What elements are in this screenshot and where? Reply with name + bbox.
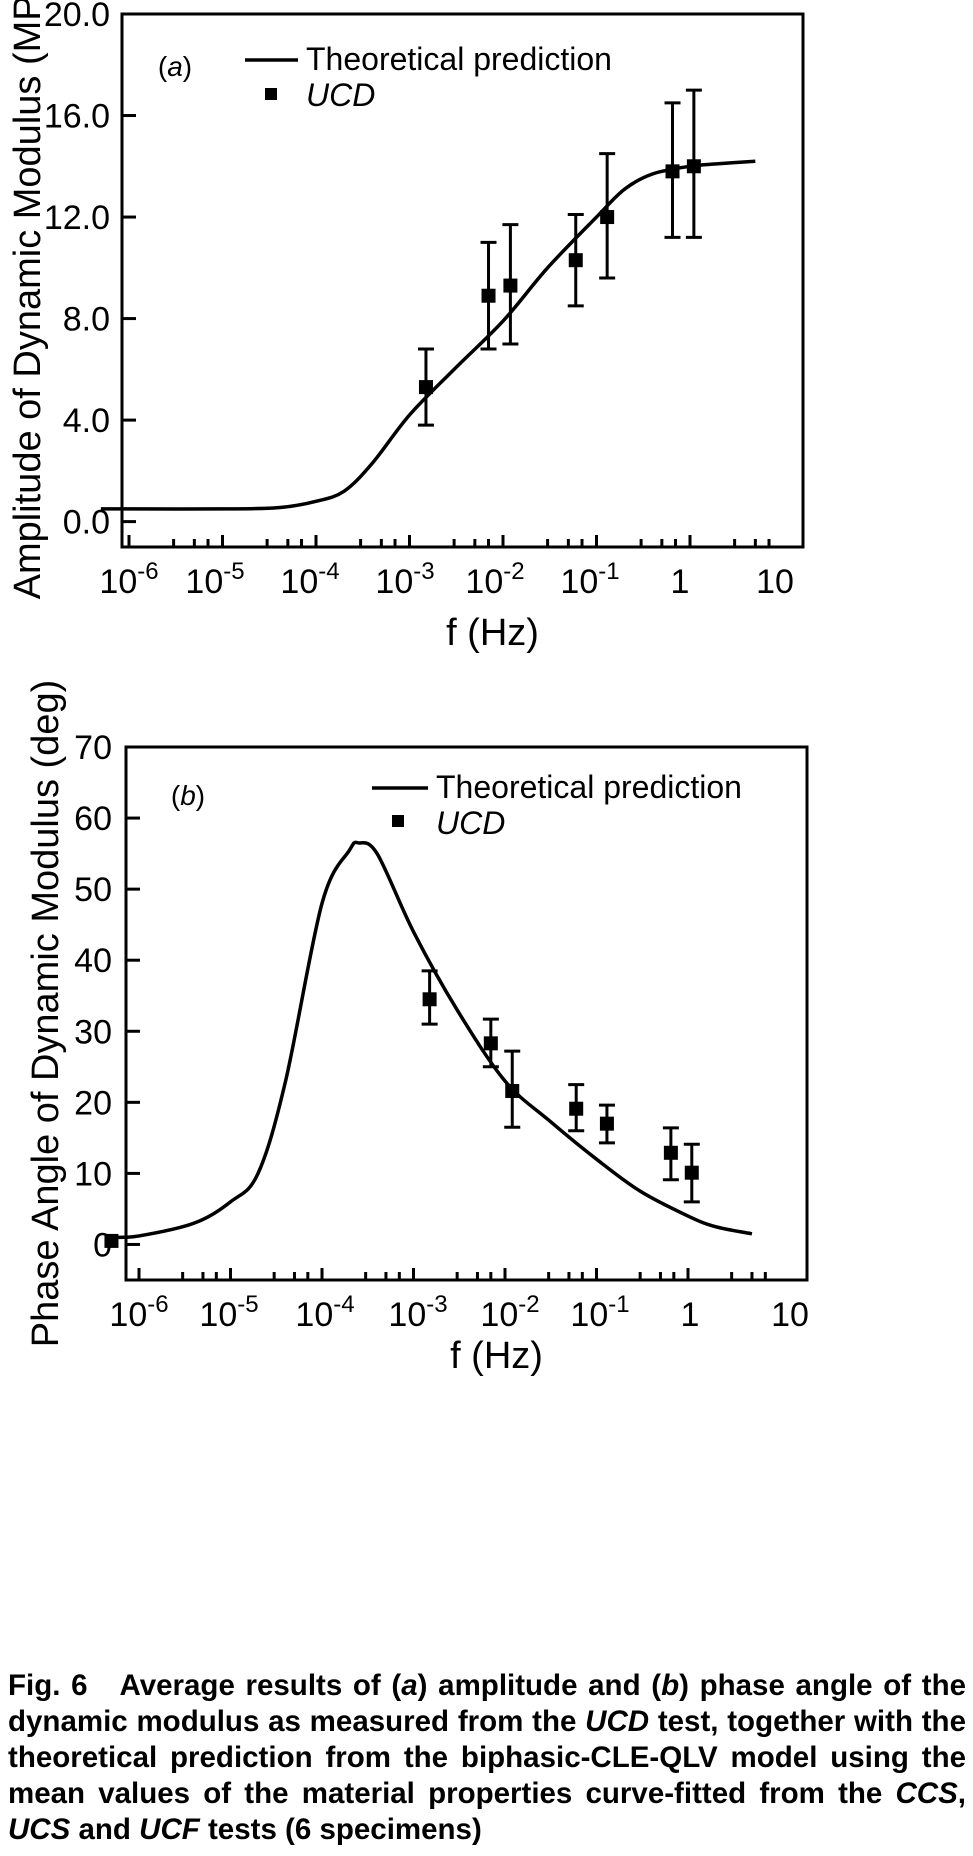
y-tick-label: 8.0 [63, 301, 110, 339]
legend-marker-swatch [392, 815, 404, 827]
y-tick-label: 20 [74, 1084, 112, 1122]
caption-a: a [401, 1669, 418, 1702]
x-tick-label: 10-4 [295, 1291, 354, 1334]
ucd-data-point [104, 1233, 119, 1248]
theory-line [111, 840, 753, 1240]
x-tick-label: 1 [671, 563, 690, 601]
theory-line [100, 159, 756, 511]
y-tick-label: 4.0 [63, 402, 110, 440]
x-tick-label: 10-4 [280, 558, 339, 601]
caption-ucf: UCF [139, 1813, 200, 1846]
caption-ucd: UCD [585, 1705, 650, 1738]
figure-caption: Fig. 6 Average results of (a) amplitude … [8, 1668, 966, 1848]
x-axis-label: f (Hz) [450, 1335, 543, 1377]
panel-label: (a) [158, 51, 192, 82]
caption-text-4: test, together with the theoretical pred… [8, 1705, 966, 1810]
y-axis-label: Phase Angle of Dynamic Modulus (deg) [25, 680, 67, 1347]
caption-text-3: ) phase angle of the dynamic modulus as … [8, 1669, 966, 1738]
ucd-data-point [569, 1101, 584, 1116]
x-tick-label: 10-3 [388, 1291, 447, 1334]
ucd-data-point [418, 380, 433, 395]
y-tick-label: 30 [74, 1013, 112, 1051]
ucd-data-point [505, 1083, 520, 1098]
x-tick-label: 10-5 [185, 558, 244, 601]
ucd-data-point [600, 210, 615, 225]
y-tick-label: 70 [74, 729, 112, 767]
x-tick-label: 10 [771, 1296, 809, 1334]
y-tick-label: 40 [74, 942, 112, 980]
caption-text-1: Average results of ( [119, 1669, 402, 1702]
x-tick-label: 1 [681, 1296, 700, 1334]
legend-line-label: Theoretical prediction [306, 41, 612, 77]
legend-marker-swatch [265, 88, 277, 100]
ucd-data-point [599, 1116, 614, 1131]
ucd-data-point [422, 992, 437, 1007]
ucd-data-point [663, 1145, 678, 1160]
x-tick-label: 10-1 [570, 1291, 629, 1334]
caption-text-2: ) amplitude and ( [417, 1669, 662, 1702]
caption-ccs: CCS [895, 1777, 958, 1810]
legend-line-label: Theoretical prediction [436, 769, 742, 805]
x-tick-label: 10-6 [99, 558, 158, 601]
y-tick-label: 60 [74, 800, 112, 838]
caption-text-7: tests (6 specimens) [199, 1813, 482, 1846]
y-axis-label: Amplitude of Dynamic Modulus (MPa) [7, 0, 49, 599]
ucd-data-point [686, 159, 701, 174]
ucd-data-point [568, 253, 583, 268]
ucd-data-point [665, 164, 680, 179]
caption-text-6: and [70, 1813, 140, 1846]
x-tick-label: 10-1 [560, 558, 619, 601]
caption-fig-label: Fig. 6 [8, 1669, 88, 1702]
caption-ucs: UCS [8, 1813, 71, 1846]
y-tick-label: 50 [74, 871, 112, 909]
y-tick-label: 16.0 [44, 98, 110, 136]
y-tick-label: 12.0 [44, 199, 110, 237]
chart-panel-a: 0.04.08.012.016.020.010-6 10-5 10-4 10-3 10-… [7, 0, 805, 654]
ucd-data-point [684, 1165, 699, 1180]
legend-marker-label: UCD [436, 805, 505, 841]
x-tick-label: 10 [756, 563, 794, 601]
legend-marker-label: UCD [306, 77, 375, 113]
x-tick-label: 10-2 [465, 558, 524, 601]
panel-label: (b) [171, 780, 205, 811]
caption-text-5: , [957, 1777, 966, 1810]
y-tick-label: 10 [74, 1155, 112, 1193]
ucd-data-point [483, 1036, 498, 1051]
x-tick-label: 10-5 [199, 1291, 258, 1334]
x-tick-label: 10-6 [109, 1291, 168, 1334]
x-tick-label: 10-2 [480, 1291, 539, 1334]
plot-frame [124, 745, 809, 1282]
x-tick-label: 10-3 [375, 558, 434, 601]
x-axis-label: f (Hz) [446, 612, 539, 654]
plot-frame [120, 12, 805, 549]
y-tick-label: 20.0 [44, 0, 110, 34]
figure-canvas: 0.04.08.012.016.020.010-6 10-5 10-4 10-3 10-… [7, 0, 809, 1377]
ucd-data-point [503, 278, 518, 293]
ucd-data-point [481, 288, 496, 303]
caption-b: b [661, 1669, 680, 1702]
